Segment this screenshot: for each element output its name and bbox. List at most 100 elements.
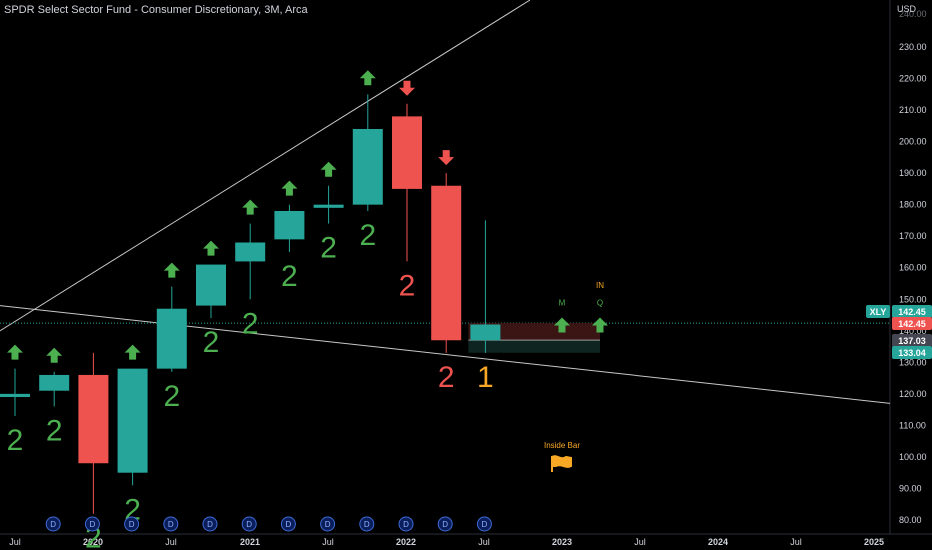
inside-bar-range-upper (468, 323, 600, 341)
projected-arrow-label: M (559, 298, 566, 307)
signal-arrow-up-icon (124, 344, 141, 360)
dividend-marker-icon[interactable] (84, 516, 100, 532)
x-tick-label: Jul (322, 537, 334, 547)
y-tick-label: 150.00 (899, 294, 927, 304)
strat-label: 2 (163, 380, 180, 413)
trendline-upper[interactable] (0, 0, 531, 334)
dividend-marker-icon[interactable] (476, 516, 492, 532)
y-tick-label: 180.00 (899, 200, 927, 210)
y-tick-label: 170.00 (899, 231, 927, 241)
dividend-marker-label: D (286, 520, 292, 529)
candle-body[interactable] (431, 185, 462, 341)
dividend-marker-label: D (207, 520, 213, 529)
candle-body[interactable] (392, 116, 422, 189)
price-label: 142.45 (898, 307, 926, 317)
strat-label: 2 (242, 307, 259, 340)
dividend-marker-icon[interactable] (280, 516, 296, 532)
signal-arrow-up-icon (359, 70, 376, 86)
price-label-bg (866, 305, 890, 318)
y-tick-label: 130.00 (899, 357, 927, 367)
strat-label: 2 (438, 361, 455, 394)
price-label: 142.45 (898, 319, 926, 329)
x-tick-label: Jul (634, 537, 646, 547)
y-tick-label: 90.00 (899, 483, 922, 493)
y-tick-label-partial: 240.00 (899, 9, 927, 19)
candle-body[interactable] (274, 210, 305, 240)
dividend-marker-label: D (168, 520, 174, 529)
dividend-marker-icon[interactable] (398, 516, 414, 532)
y-tick-label: 80.00 (899, 515, 922, 525)
price-label-bg (892, 317, 932, 330)
signal-arrow-up-icon (281, 180, 298, 196)
signal-arrow-down-icon (438, 150, 455, 166)
x-tick-label: Jul (165, 537, 177, 547)
x-tick-label: 2024 (708, 537, 728, 547)
signal-arrow-up-icon (7, 344, 23, 360)
candle-body[interactable] (0, 393, 30, 398)
dividend-marker-icon[interactable] (163, 516, 179, 532)
signal-arrow-up-icon (163, 262, 180, 278)
dividend-marker-icon[interactable] (359, 516, 375, 532)
candle-body[interactable] (352, 128, 383, 205)
strat-label: 2 (46, 414, 63, 447)
strat-label: 2 (359, 219, 376, 252)
trendline-lower[interactable] (0, 305, 890, 404)
signal-arrow-down-icon (399, 80, 415, 96)
price-label-bg (892, 346, 932, 359)
y-tick-label: 120.00 (899, 389, 927, 399)
x-tick-label: Jul (9, 537, 21, 547)
dividend-marker-label: D (442, 520, 448, 529)
x-tick-label: Jul (478, 537, 490, 547)
signal-arrow-up-icon (203, 240, 219, 256)
dividend-marker-label: D (325, 520, 331, 529)
x-tick-label: Jul (790, 537, 802, 547)
candle-body[interactable] (78, 374, 109, 464)
y-tick-label: 230.00 (899, 42, 927, 52)
dividend-marker-icon[interactable] (202, 516, 218, 532)
dividend-marker-label: D (50, 520, 56, 529)
price-label: XLY (870, 307, 887, 317)
dividend-marker-label: D (129, 520, 135, 529)
y-tick-label: 100.00 (899, 452, 927, 462)
dividend-marker-icon[interactable] (320, 516, 336, 532)
currency-label: USD (897, 4, 917, 14)
dividend-marker-label: D (364, 520, 370, 529)
inside-bar-range-lower (468, 340, 600, 353)
dividend-marker-icon[interactable] (124, 516, 140, 532)
candle-body[interactable] (117, 368, 148, 473)
y-tick-label: 200.00 (899, 137, 927, 147)
candle-body[interactable] (156, 308, 187, 369)
dividend-marker-label: D (482, 520, 488, 529)
signal-arrow-up-icon (46, 347, 63, 363)
y-tick-label: 220.00 (899, 74, 927, 84)
strat-label: 2 (320, 232, 337, 265)
x-tick-label: 2021 (240, 537, 260, 547)
inside-bar-label: Inside Bar (544, 441, 580, 450)
candle-body[interactable] (235, 242, 266, 262)
candle-body[interactable] (313, 204, 344, 208)
candle-body[interactable] (196, 264, 226, 306)
y-tick-label: 190.00 (899, 168, 927, 178)
dividend-marker-label: D (246, 520, 252, 529)
x-tick-label: 2022 (396, 537, 416, 547)
strat-label: 2 (281, 260, 298, 293)
signal-arrow-up-icon (320, 161, 337, 177)
price-label: 133.04 (898, 348, 926, 358)
in-label: IN (596, 281, 604, 290)
price-label-bg (892, 305, 932, 318)
price-label-bg (892, 334, 932, 347)
y-tick-label: 140.00 (899, 326, 927, 336)
dividend-marker-label: D (403, 520, 409, 529)
strat-label: 2 (203, 326, 220, 359)
dividend-marker-icon[interactable] (437, 516, 453, 532)
dividend-marker-icon[interactable] (241, 516, 257, 532)
price-label: 137.03 (898, 336, 926, 346)
signal-arrow-up-icon (242, 199, 259, 215)
flag-icon (551, 455, 572, 472)
candle-body[interactable] (470, 324, 501, 341)
dividend-marker-icon[interactable] (45, 516, 61, 532)
y-tick-label: 210.00 (899, 105, 927, 115)
candle-body[interactable] (39, 374, 70, 391)
projected-arrow-label: Q (597, 298, 603, 307)
